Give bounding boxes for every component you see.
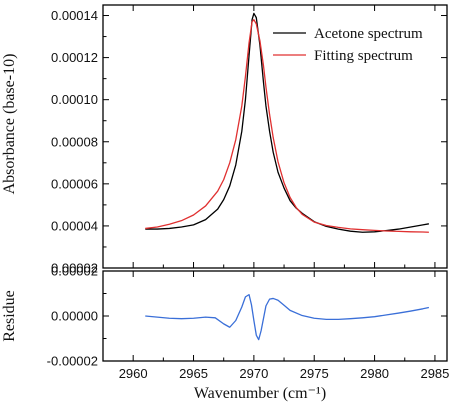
fitting-spectrum-line xyxy=(145,19,429,233)
y-tick-label: 0.00008 xyxy=(51,134,98,149)
acetone-spectrum-line xyxy=(145,12,430,233)
y-tick-label: 0.00002 xyxy=(51,261,98,276)
y-tick-label: 0.00002 xyxy=(51,264,98,279)
y-tick-label: 0.00012 xyxy=(51,50,98,65)
x-tick-label: 2960 xyxy=(119,366,148,381)
y-tick-label: 0.00006 xyxy=(51,176,98,191)
legend-label: Fitting spectrum xyxy=(314,48,413,64)
axis-labels: Absorbance (base-10) Residue Wavenumber … xyxy=(1,54,326,402)
legend: Acetone spectrum Fitting spectrum xyxy=(273,26,423,64)
residue-line xyxy=(145,293,430,341)
y-tick-label: 0.00014 xyxy=(51,8,98,23)
plot-frame xyxy=(102,270,448,362)
x-tick-label: 2970 xyxy=(239,366,268,381)
x-tick-label: 2965 xyxy=(179,366,208,381)
x-tick-label: 2985 xyxy=(420,366,449,381)
legend-label: Acetone spectrum xyxy=(314,26,423,42)
residue-panel: -0.00002 0.00000 0.00002 2960 2965 2970 2975 29… xyxy=(47,264,450,382)
x-tick-label: 2975 xyxy=(300,366,329,381)
y-tick-label: 0.00000 xyxy=(51,309,98,324)
plot-frame xyxy=(102,4,448,269)
y-tick-label: -0.00002 xyxy=(47,354,98,369)
x-tick-label: 2980 xyxy=(360,366,389,381)
y-tick-label: 0.00010 xyxy=(51,92,98,107)
wavenumber-axis-label: Wavenumber (cm⁻¹) xyxy=(194,385,326,402)
absorbance-panel: 0.00002 0.00004 0.00006 0.00008 0.00010 0.000… xyxy=(51,4,448,276)
absorbance-axis-label: Absorbance (base-10) xyxy=(1,54,18,195)
residue-axis-label: Residue xyxy=(1,290,18,342)
y-tick-label: 0.00004 xyxy=(51,218,98,233)
